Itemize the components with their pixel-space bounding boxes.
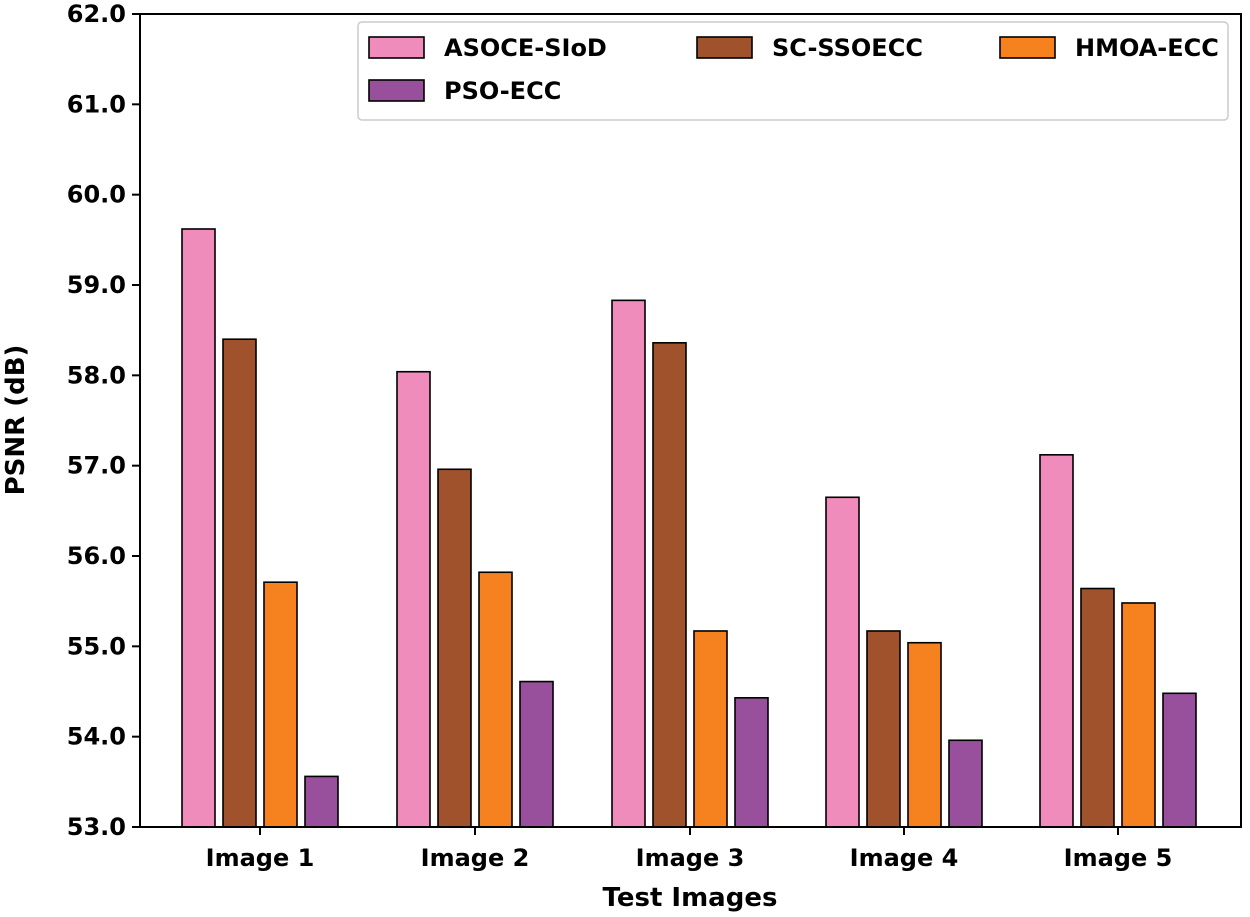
- bar-sc-ssoecc-4: [866, 630, 901, 828]
- bar-hmoa-ecc-2: [478, 571, 513, 828]
- legend-label-pso-ecc: PSO-ECC: [444, 77, 561, 105]
- legend-label-sc-ssoecc: SC-SSOECC: [772, 34, 923, 62]
- y-tick-label: 55.0: [67, 632, 126, 660]
- bar-pso-ecc-1: [304, 775, 339, 828]
- bar-hmoa-ecc-3: [693, 630, 728, 828]
- bar-hmoa-ecc-4: [907, 641, 942, 828]
- bar-asoce-siod-4: [825, 496, 860, 828]
- y-axis: 53.0 54.0 55.0 56.0 57.0 58.0 59.0 60.0 61.0 62.0: [67, 0, 140, 841]
- y-tick-label: 58.0: [67, 361, 126, 389]
- y-tick-label: 62.0: [67, 0, 126, 28]
- legend-swatch-asoce-siod: [368, 36, 425, 59]
- y-axis-label: PSNR (dB): [1, 345, 31, 496]
- x-tick-label: Image 1: [206, 844, 315, 872]
- legend-swatch-hmoa-ecc: [999, 36, 1056, 59]
- bar-pso-ecc-4: [948, 739, 983, 828]
- legend-label-asoce-siod: ASOCE-SIoD: [444, 34, 607, 62]
- bar-asoce-siod-5: [1039, 454, 1074, 828]
- bar-asoce-siod-1: [181, 228, 216, 828]
- x-axis: Image 1 Image 2 Image 3 Image 4 Image 5: [206, 827, 1173, 872]
- legend-swatch-sc-ssoecc: [696, 36, 753, 59]
- bar-sc-ssoecc-5: [1080, 587, 1115, 828]
- y-tick-label: 60.0: [67, 181, 126, 209]
- x-axis-label: Test Images: [603, 883, 778, 913]
- bar-pso-ecc-5: [1162, 692, 1197, 828]
- x-tick-label: Image 3: [636, 844, 745, 872]
- y-tick-label: 56.0: [67, 542, 126, 570]
- x-tick-label: Image 4: [850, 844, 959, 872]
- y-tick-label: 61.0: [67, 90, 126, 118]
- bar-sc-ssoecc-1: [222, 338, 257, 828]
- legend-label-hmoa-ecc: HMOA-ECC: [1075, 34, 1219, 62]
- bar-pso-ecc-3: [734, 697, 769, 828]
- x-tick-label: Image 2: [421, 844, 530, 872]
- bars-layer: [181, 228, 1197, 828]
- y-tick-label: 54.0: [67, 723, 126, 751]
- bar-asoce-siod-2: [396, 370, 431, 828]
- legend-swatch-pso-ecc: [368, 79, 425, 102]
- x-tick-label: Image 5: [1064, 844, 1173, 872]
- bar-asoce-siod-3: [611, 299, 646, 828]
- bar-hmoa-ecc-1: [263, 581, 298, 828]
- y-tick-label: 59.0: [67, 271, 126, 299]
- y-tick-label: 57.0: [67, 452, 126, 480]
- y-tick-label: 53.0: [67, 813, 126, 841]
- plot-frame: [139, 13, 1242, 828]
- bar-sc-ssoecc-3: [652, 342, 687, 828]
- bar-hmoa-ecc-5: [1121, 602, 1156, 828]
- legend: ASOCE-SIoD SC-SSOECC HMOA-ECC PSO-ECC: [357, 21, 1229, 121]
- bar-pso-ecc-2: [519, 680, 554, 828]
- bar-sc-ssoecc-2: [437, 468, 472, 828]
